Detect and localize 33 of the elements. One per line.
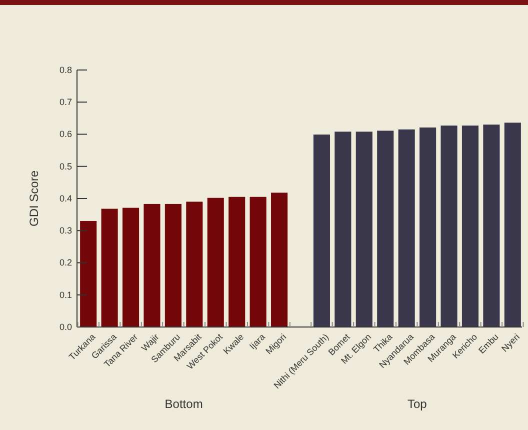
y-tick-label: 0.4 — [59, 193, 72, 204]
bar — [80, 220, 97, 327]
bar — [207, 198, 224, 327]
y-tick-label: 0.0 — [59, 322, 72, 332]
bar — [334, 132, 352, 327]
bar — [462, 126, 479, 327]
bar — [250, 196, 266, 327]
bar — [101, 208, 118, 327]
y-tick-label: 0.8 — [59, 64, 72, 75]
text: Top — [408, 397, 428, 411]
bar — [377, 130, 394, 327]
bar — [398, 129, 415, 327]
bar — [313, 134, 330, 327]
bar — [186, 202, 203, 327]
x-tick-label: Ijara — [247, 332, 267, 352]
y-axis-title: GDI Score — [27, 170, 41, 227]
bar — [164, 204, 182, 327]
y-tick-label: 0.7 — [59, 97, 72, 108]
y-tick-label: 0.1 — [59, 290, 72, 300]
bar — [271, 192, 288, 327]
bar — [504, 122, 521, 327]
text: Bottom — [164, 397, 203, 411]
bar — [356, 132, 372, 327]
bar — [122, 208, 140, 327]
bar — [144, 204, 160, 327]
bar — [228, 196, 246, 327]
bar — [483, 124, 500, 327]
y-tick-label: 0.3 — [59, 226, 72, 236]
bar — [440, 126, 458, 327]
y-tick-label: 0.5 — [59, 161, 72, 172]
y-tick-label: 0.2 — [59, 258, 72, 268]
y-tick-label: 0.6 — [59, 129, 72, 140]
bar — [420, 128, 436, 327]
